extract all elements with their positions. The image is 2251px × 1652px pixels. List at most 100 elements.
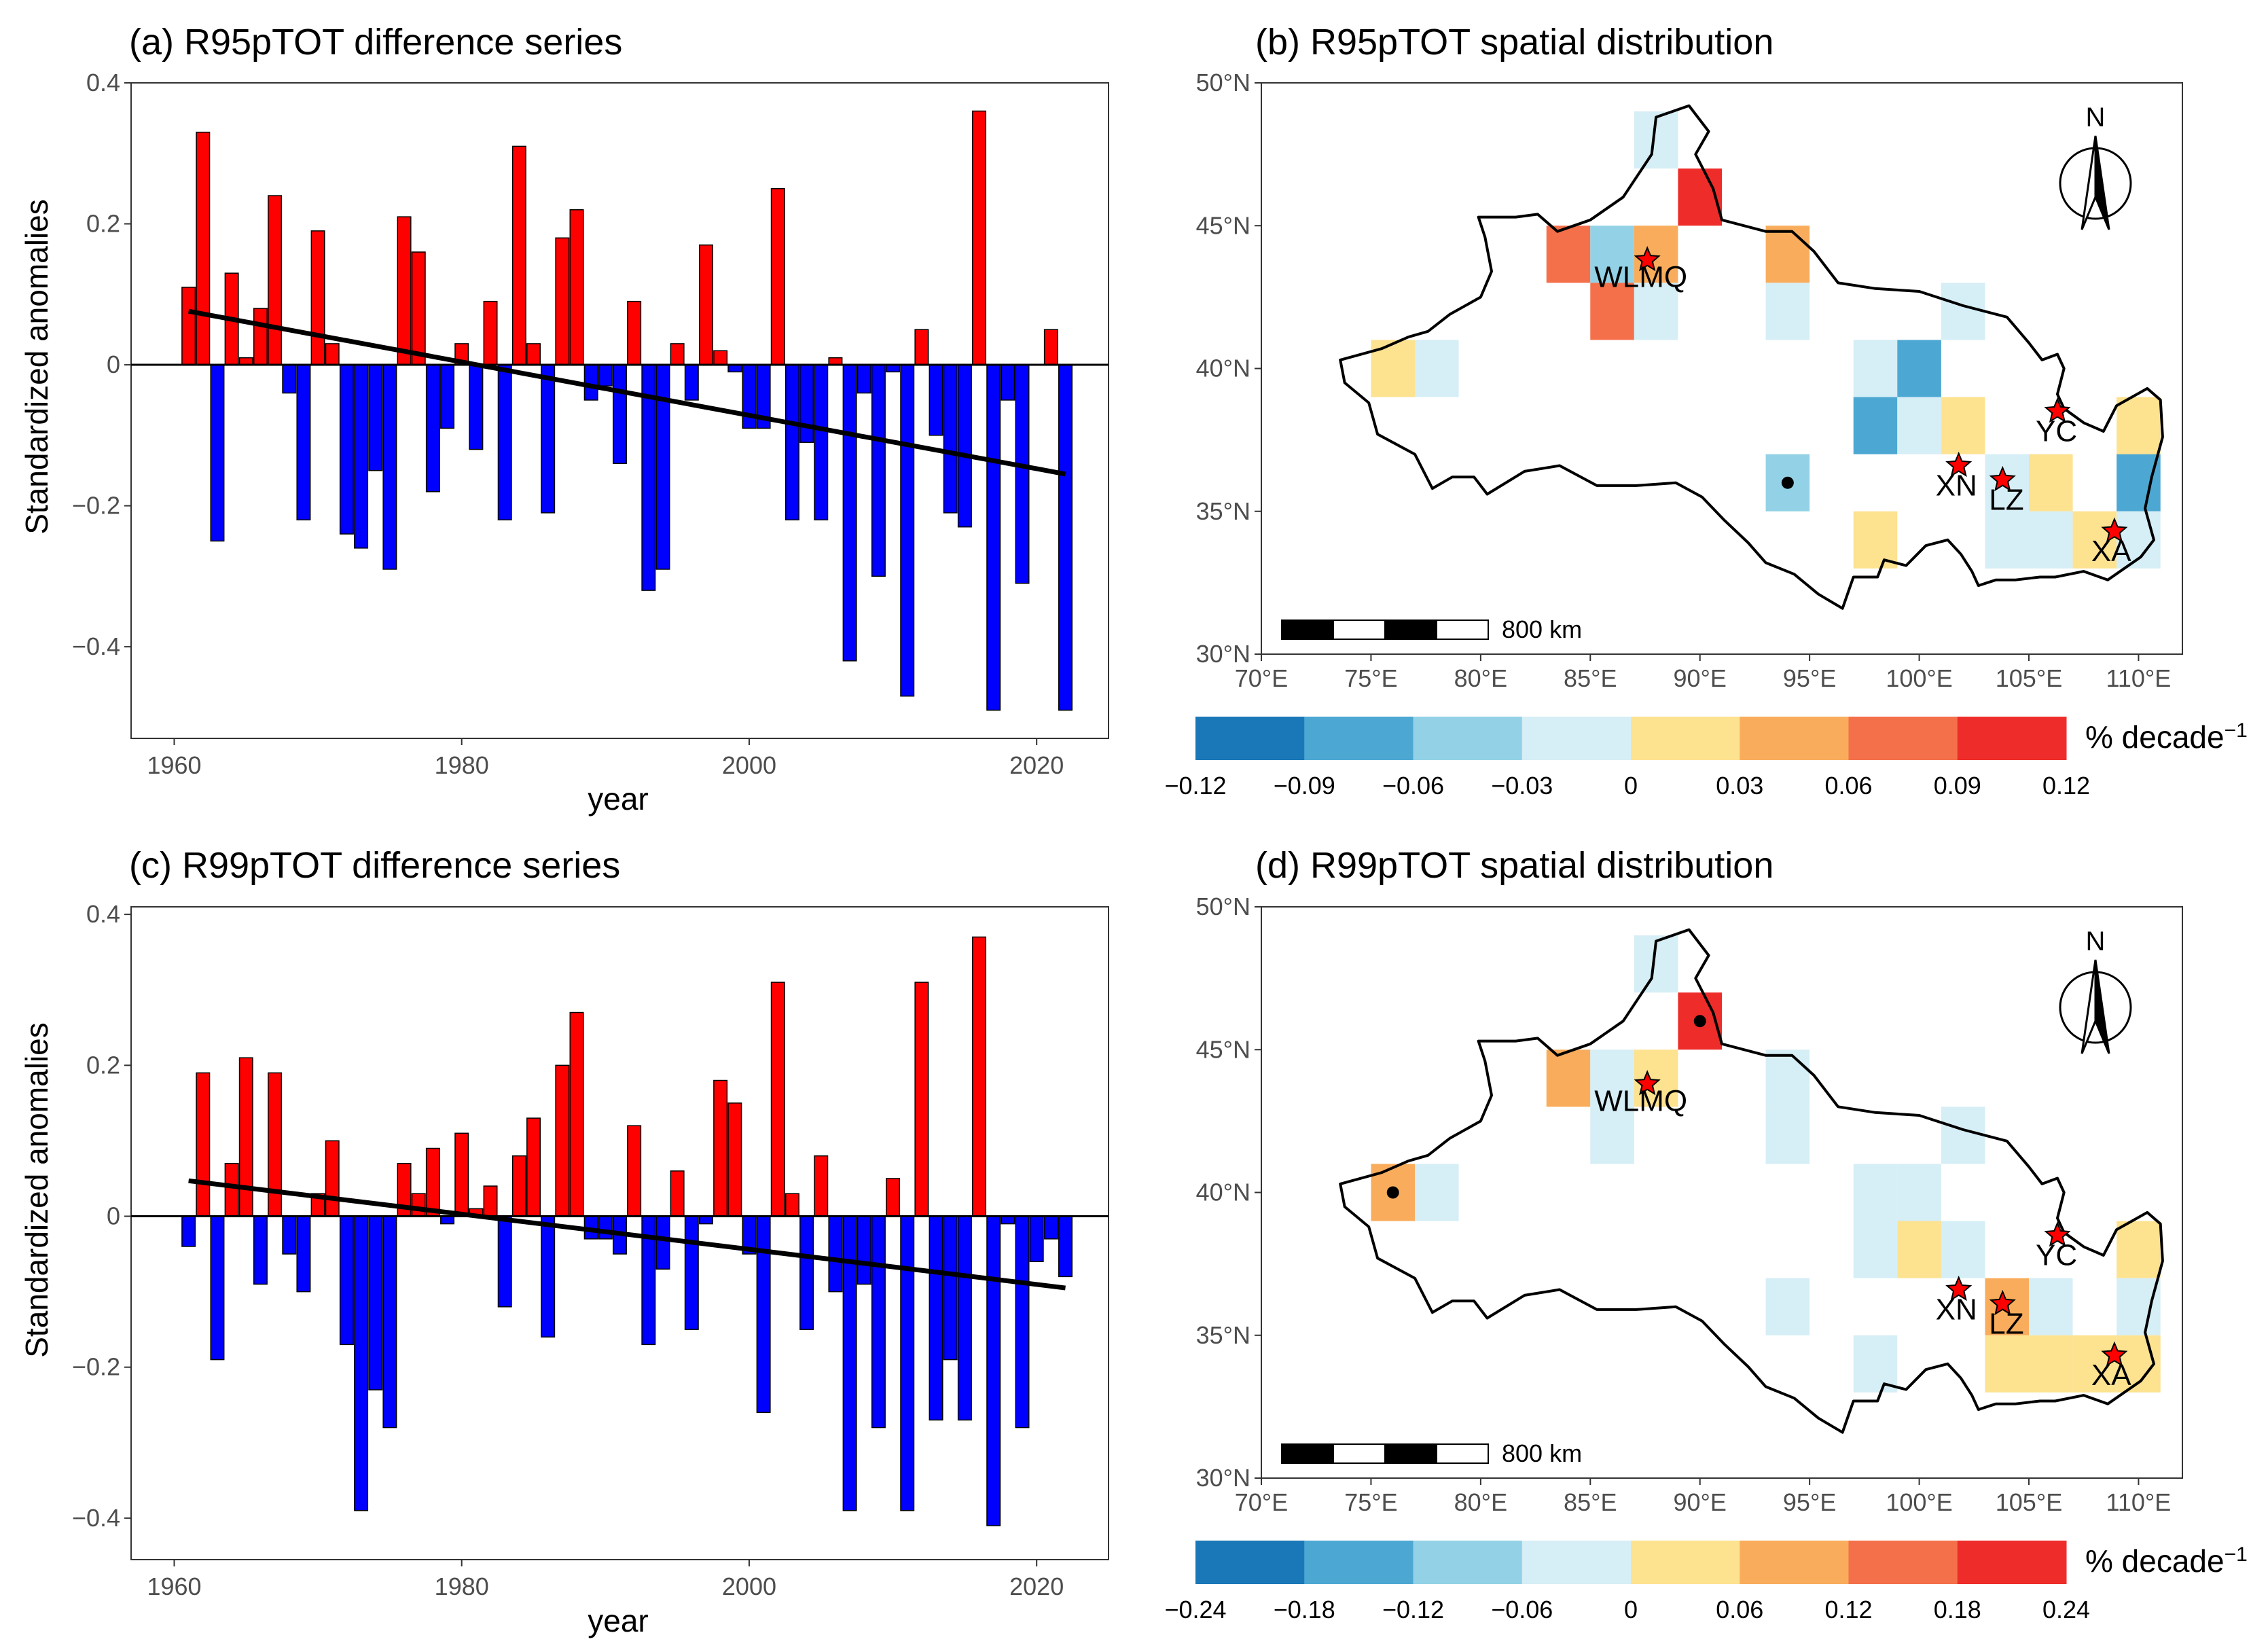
panel-b-grid-cell xyxy=(1941,397,1985,454)
panel-b-lon-tick-label: 100°E xyxy=(1886,664,1952,692)
panel-d-grid-cell xyxy=(2117,1221,2161,1278)
panel-c-marks: −0.4 −0.2 0 0.2 0.4 1960 1980 2000 2020 xyxy=(72,900,1109,1600)
panel-a-xlabel: year xyxy=(588,781,648,816)
panel-b-grid-cell xyxy=(1853,340,1898,397)
panel-c-ytick-label: 0.4 xyxy=(86,900,120,928)
panel-d-colorbar-tick-label: 0.12 xyxy=(1824,1596,1872,1623)
panel-b-city-label-wlmq: WLMQ xyxy=(1594,261,1687,294)
panel-d-colorbar-segment xyxy=(1521,1541,1632,1584)
panel-c-bar-1977 xyxy=(411,1193,426,1217)
panel-d-colorbar-segment xyxy=(1195,1541,1305,1584)
panel-a-bar-1998 xyxy=(713,350,728,365)
panel-b-marks: WLMQ YC XN LZ XA 70°E 75°E 80°E 85°E 90°E 95°E 100°… xyxy=(1164,69,2247,800)
panel-a-bar-2022 xyxy=(1058,364,1073,711)
panel-b-grid-cell xyxy=(1590,226,1634,283)
panel-d-colorbar-tick-label: 0 xyxy=(1624,1596,1638,1623)
panel-d-grid-cell xyxy=(1765,1049,1810,1107)
panel-d-scale-bar-segment xyxy=(1384,1443,1437,1464)
panel-c-bar-1974 xyxy=(368,1215,383,1390)
panel-c-bar-1980 xyxy=(454,1132,469,1217)
panel-b-scale-bar-segment xyxy=(1281,620,1334,640)
panel-b-scale-bar-segment xyxy=(1333,620,1386,640)
panel-b-grid-cell xyxy=(1765,283,1810,340)
panel-d-grid-cell xyxy=(1546,1049,1591,1107)
panel-d-marks: WLMQ YC XN LZ XA 70°E 75°E 80°E 85°E 90°E 95°E 100°… xyxy=(1164,893,2247,1623)
panel-a-bar-2014 xyxy=(943,364,958,514)
panel-d-grid-cell xyxy=(1765,1278,1810,1335)
panel-b-scale-bar-segment xyxy=(1384,620,1437,640)
panel-c-bar-2012 xyxy=(914,982,929,1217)
panel-b-grid-cell xyxy=(1590,283,1634,340)
panel-a-bar-1972 xyxy=(339,364,354,535)
panel-b-colorbar-segment xyxy=(1957,717,2067,760)
panel-b-lon-tick-label: 90°E xyxy=(1673,664,1726,692)
panel-c-trend-line xyxy=(188,1178,1066,1291)
panel-c-bar-2011 xyxy=(900,1215,915,1511)
panel-d-north-arrow-label: N xyxy=(2086,927,2106,956)
panel-a-bar-1968 xyxy=(282,364,297,394)
panel-c-bar-1982 xyxy=(483,1185,498,1217)
panel-a-xtick-label: 1980 xyxy=(435,751,489,779)
panel-c-xtick-label: 2020 xyxy=(1009,1573,1064,1600)
panel-d-lat-tick-label: 35°N xyxy=(1196,1321,1250,1349)
panel-c-xtick-label: 2000 xyxy=(722,1573,776,1600)
panel-b-city-star-lz xyxy=(1989,465,2016,492)
panel-b-grid-cell xyxy=(1853,511,1898,569)
panel-c-xlabel: year xyxy=(588,1603,648,1638)
panel-d-grid-cell xyxy=(1590,1107,1634,1164)
panel-a-bar-2010 xyxy=(886,364,901,373)
panel-d-grid-cell xyxy=(1590,1049,1634,1107)
panel-d-colorbar-tick-label: −0.18 xyxy=(1274,1596,1335,1623)
panel-d-lon-tick-label: 95°E xyxy=(1783,1488,1836,1516)
panel-b-lat-tick-label: 30°N xyxy=(1196,640,1250,668)
panel-d-lon-tick-label: 110°E xyxy=(2106,1488,2172,1516)
panel-c-bar-1964 xyxy=(224,1162,239,1217)
panel-a-bar-1983 xyxy=(497,364,512,521)
panel-a-bar-1985 xyxy=(526,343,541,365)
panel-a-bar-1976 xyxy=(397,216,412,365)
panel-a-bar-2011 xyxy=(900,364,915,697)
panel-c-bar-1995 xyxy=(670,1170,685,1217)
panel-d-grid-cell xyxy=(2117,1278,2161,1335)
panel-a-bar-1974 xyxy=(368,364,383,471)
panel-b-north-arrow-right xyxy=(2094,135,2110,230)
panel-d-lon-tick-label: 80°E xyxy=(1454,1488,1507,1516)
panel-a-bar-1991 xyxy=(613,364,627,465)
panel-b-lat-tick-label: 50°N xyxy=(1196,69,1250,96)
panel-d-scale-bar-segment xyxy=(1281,1443,1334,1464)
panel-b-city-star-wlmq xyxy=(1634,246,1661,272)
panel-a-bar-2013 xyxy=(929,364,943,436)
panel-d-grid-cell xyxy=(1853,1164,1898,1221)
panel-a-bar-1989 xyxy=(583,364,598,401)
panel-a-bar-1982 xyxy=(483,300,498,365)
panel-b-map: (b) R95pTOT spatial distribution WLMQ YC X… xyxy=(1164,22,2247,800)
panel-b-scale-bar-segment xyxy=(1436,620,1489,640)
panel-a-bar-2016 xyxy=(972,110,987,365)
panel-d-lon-tick-label: 75°E xyxy=(1344,1488,1397,1516)
panel-c-bar-1996 xyxy=(684,1215,699,1330)
panel-a-xtick-label: 1960 xyxy=(147,751,201,779)
panel-b-lon-tick-label: 110°E xyxy=(2106,664,2172,692)
panel-a-bar-1965 xyxy=(238,357,253,365)
panel-a-bar-2000 xyxy=(742,364,757,429)
panel-a-bar-1970 xyxy=(310,230,325,365)
panel-a-bar-2005 xyxy=(814,364,829,521)
panel-d-colorbar-segment xyxy=(1413,1541,1523,1584)
panel-d-lat-tick-label: 30°N xyxy=(1196,1464,1250,1492)
panel-d-city-label-xa: XA xyxy=(2091,1359,2131,1392)
panel-b-colorbar-tick-label: −0.09 xyxy=(1274,772,1335,800)
panel-b-city-star-xa xyxy=(2101,517,2128,543)
panel-d-city-star-xn xyxy=(1945,1275,1973,1301)
panel-d-colorbar-segment xyxy=(1848,1541,1958,1584)
panel-b-scale-bar-label: 800 km xyxy=(1502,615,1582,643)
panel-b-colorbar-segment xyxy=(1304,717,1413,760)
panel-c-ytick-label: −0.4 xyxy=(72,1504,120,1532)
panel-c-bar-2004 xyxy=(799,1215,814,1330)
panel-a-bar-2021 xyxy=(1043,329,1058,365)
panel-a-bar-2015 xyxy=(957,364,972,528)
panel-c-bar-1999 xyxy=(727,1102,742,1217)
panel-d-north-arrow-right xyxy=(2094,959,2110,1054)
panel-b-grid-cell xyxy=(2117,454,2161,511)
panel-a-ytick-label: 0.2 xyxy=(86,210,120,238)
panel-b-colorbar-unit-exponent: −1 xyxy=(2225,719,2248,742)
